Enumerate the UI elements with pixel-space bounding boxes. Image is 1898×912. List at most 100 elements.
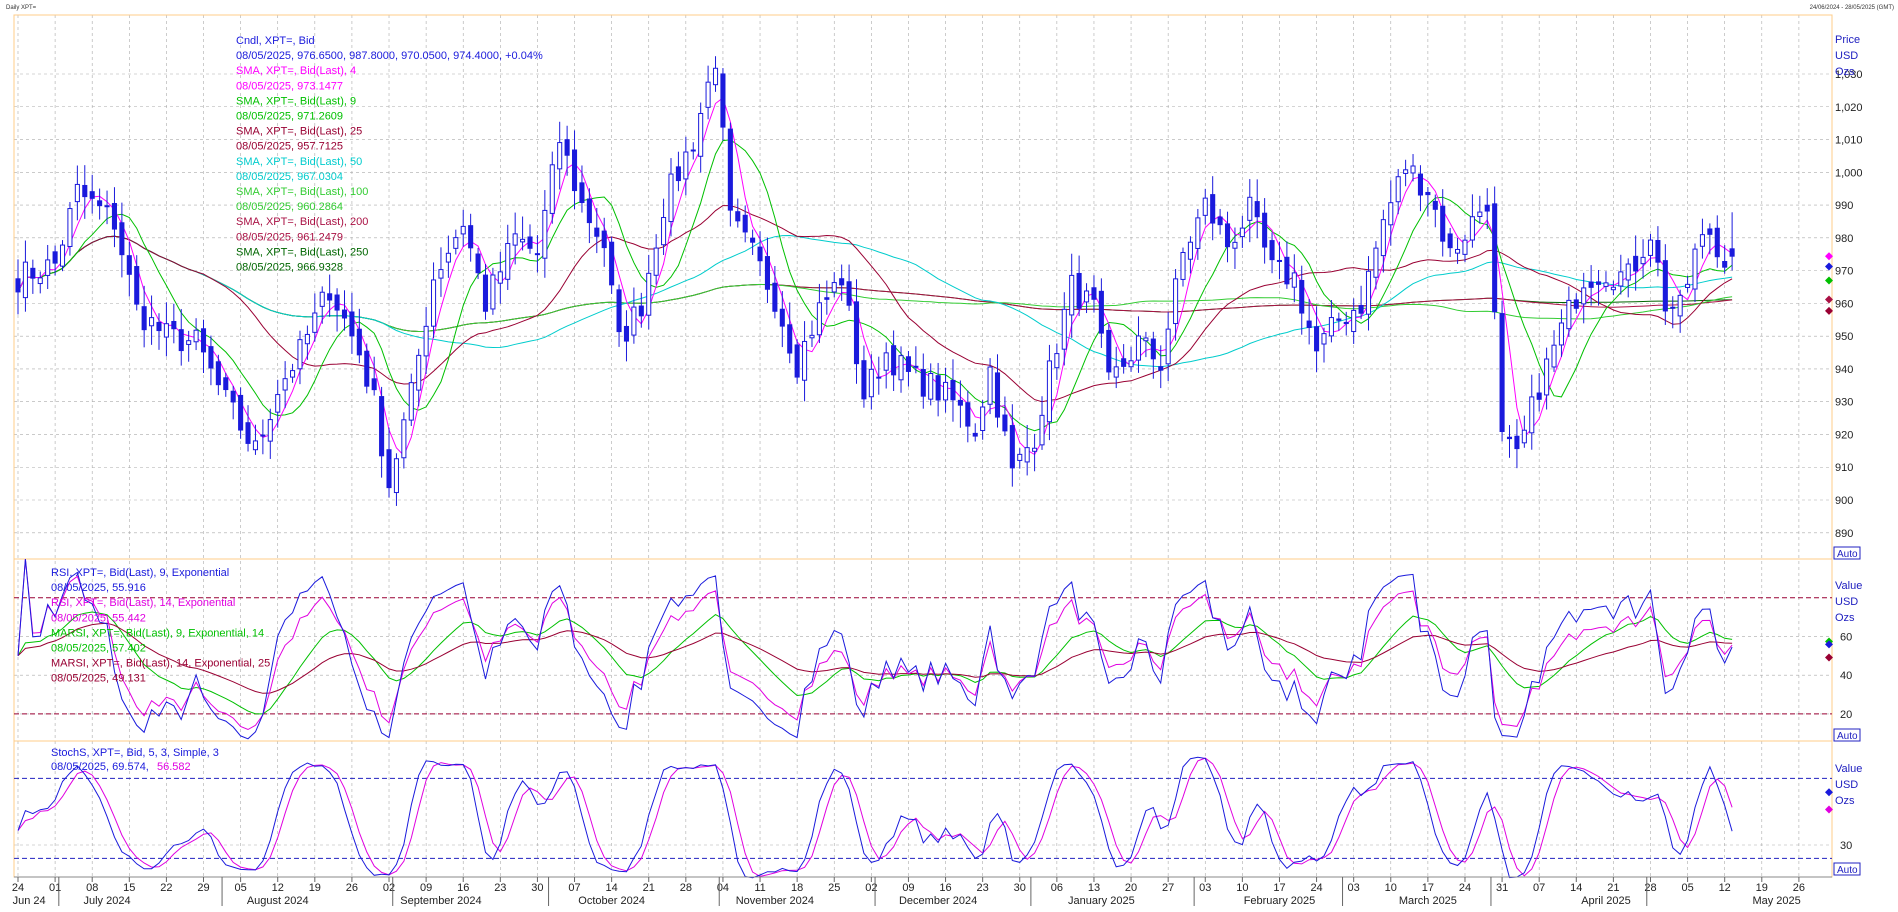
x-day-label: 10 [1385,882,1397,894]
candle-body [505,243,511,280]
candle-body [1610,286,1616,291]
price-marker-sma25 [1825,306,1833,315]
candle-body [1210,194,1216,224]
price-tick-label: 1,030 [1835,69,1863,81]
candle-body [423,325,429,357]
candle-body [111,203,118,230]
candle-body [1046,360,1052,423]
candle-body [67,208,73,247]
candle-body [1410,165,1416,174]
oscillator-lines [17,558,1733,879]
x-day-label: 24 [1459,882,1471,894]
candle-body [861,360,867,400]
candle-body [408,382,414,421]
candle-body [957,399,963,406]
candle-body [1529,396,1535,434]
candle-body [534,253,540,256]
price-tick-label: 980 [1835,233,1853,245]
candle-body [1202,197,1208,216]
candle-body [312,312,318,333]
candle-body [779,308,785,327]
x-month-label: December 2024 [899,895,977,907]
x-day-label: 19 [1756,882,1768,894]
sma-50-line [17,234,1733,368]
candle-body [579,182,585,204]
candle-body [1083,290,1090,303]
candle-body [1128,360,1134,368]
x-day-label: 30 [531,882,543,894]
rsi-auto-button[interactable]: Auto [1833,728,1861,742]
candle-body [238,394,244,431]
candle-body [1544,358,1550,396]
price-legend-line: SMA, XPT=, Bid(Last), 4 [236,65,356,77]
price-tick-label: 930 [1835,397,1853,409]
x-month-label: November 2024 [736,895,814,907]
rsi-legend-line: MARSI, XPT=, Bid(Last), 14, Exponential,… [51,658,270,670]
candle-body [883,352,889,371]
candle-body [1365,270,1372,315]
candle-body [186,340,192,345]
stoch-auto-button[interactable]: Auto [1833,862,1861,876]
candle-body [215,361,221,386]
candle-body [1677,294,1683,317]
x-day-label: 21 [643,882,655,894]
candle-body [1314,326,1320,352]
marsi-14-line [17,622,1733,694]
candle-body [1284,256,1290,285]
candle-body [386,449,392,489]
candle-body [304,333,310,345]
candle-body [1106,329,1112,373]
candle-body [898,355,904,381]
rsi-14-line [17,558,1733,731]
price-legend-line: Cndl, XPT=, Bid [236,35,315,47]
candle-body [1173,278,1179,325]
x-day-label: 04 [717,882,729,894]
price-unit-price: Price [1835,34,1860,46]
candle-body [126,255,132,275]
stoch-k-line [17,756,1733,879]
candle-body [364,350,370,387]
candle-body [1135,335,1142,361]
oscillator-levels [14,597,1832,859]
candle-body [45,259,51,276]
candle-body [727,128,733,211]
candle-body [1076,272,1082,309]
candle-body [1514,435,1520,450]
stoch-marker-k [1825,788,1833,797]
candle-body [1699,234,1705,247]
candle-body [453,237,459,249]
candle-body [74,183,80,203]
candle-body [371,378,377,391]
candle-body [1276,259,1283,262]
candle-body [698,112,704,157]
candle-body [1054,353,1060,369]
candle-body [1299,280,1305,314]
candle-body [445,252,451,263]
price-auto-button[interactable]: Auto [1833,546,1861,560]
x-month-label: January 2025 [1068,895,1135,907]
x-month-label: July 2024 [83,895,130,907]
candle-body [37,277,43,285]
candle-body [1002,414,1008,432]
candle-body [549,164,555,214]
candle-body [1269,240,1275,261]
price-legend-line: 08/05/2025, 971.2609 [236,111,343,123]
candle-body [1558,322,1564,346]
candle-body [89,191,95,199]
candle-body [1432,200,1438,210]
x-day-label: 11 [754,882,765,894]
x-day-label: 03 [1348,882,1360,894]
candle-body [171,320,177,330]
candle-body [668,173,674,223]
price-legend-line: 08/05/2025, 966.9328 [236,262,343,274]
x-month-label: March 2025 [1399,895,1457,907]
candle-body [1032,447,1038,452]
candle-body [1232,241,1238,249]
candle-body [1328,317,1334,337]
candle-body [965,402,971,427]
candle-body [712,67,719,86]
price-legend-line: 08/05/2025, 961.2479 [236,231,343,243]
candle-body [52,251,58,264]
rsi-tick-label: 40 [1840,670,1852,682]
